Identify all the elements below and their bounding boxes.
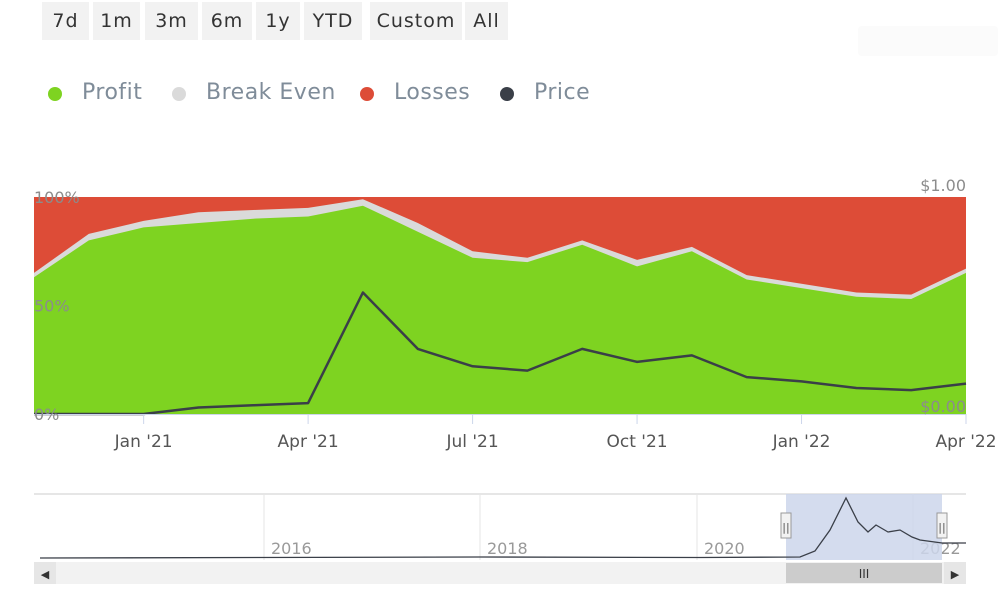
navigator-handle[interactable] <box>936 512 948 539</box>
navigator-handle-grip: || <box>782 521 789 534</box>
navigator-handle[interactable] <box>780 512 792 539</box>
legend-dot-profit <box>48 87 62 101</box>
x-tick-label: Jan '22 <box>772 432 831 452</box>
profit-area <box>34 205 966 414</box>
legend-dot-losses <box>360 87 374 101</box>
navigator-scrollbar-track[interactable] <box>34 562 966 584</box>
scroll-thumb-grip: III <box>859 567 870 581</box>
x-tick-label: Jan '21 <box>114 432 173 452</box>
range-button-ytd[interactable]: YTD <box>304 2 362 40</box>
range-button-3m[interactable]: 3m <box>145 2 198 40</box>
scroll-right-icon: ▶ <box>951 568 960 581</box>
export-menu-placeholder <box>858 26 998 56</box>
range-button-custom[interactable]: Custom <box>370 2 462 40</box>
y-left-tick-label: 0% <box>34 405 59 424</box>
scroll-right-button[interactable] <box>944 562 966 584</box>
legend-label-break-even: Break Even <box>206 80 336 105</box>
navigator-year-label: 2016 <box>271 539 312 558</box>
navigator-handle-grip: || <box>938 521 945 534</box>
range-button-all[interactable]: All <box>465 2 508 40</box>
range-button-7d[interactable]: 7d <box>42 2 89 40</box>
range-button-1y[interactable]: 1y <box>256 2 300 40</box>
legend-dot-break-even <box>172 87 186 101</box>
range-button-6m[interactable]: 6m <box>202 2 252 40</box>
legend-label-losses: Losses <box>394 80 471 105</box>
navigator-series-line <box>39 496 966 559</box>
y-right-tick-label: $0.00 <box>920 397 966 416</box>
navigator-year-label: 2020 <box>704 539 745 558</box>
legend-label-profit: Profit <box>82 80 143 105</box>
price-line <box>34 291 967 416</box>
x-tick-label: Oct '21 <box>607 432 668 452</box>
x-tick-label: Apr '21 <box>278 432 339 452</box>
navigator-selected-range[interactable] <box>786 494 942 560</box>
y-left-tick-label: 50% <box>34 297 70 316</box>
y-right-tick-label: $1.00 <box>920 176 966 195</box>
legend-dot-price <box>500 87 514 101</box>
range-button-1m[interactable]: 1m <box>93 2 140 40</box>
scroll-left-button[interactable] <box>34 562 56 584</box>
y-left-tick-label: 100% <box>34 188 80 207</box>
scroll-left-icon: ◀ <box>41 568 50 581</box>
x-tick-label: Apr '22 <box>935 432 996 452</box>
legend-label-price: Price <box>534 80 591 105</box>
navigator-year-label: 2018 <box>487 539 528 558</box>
x-tick-label: Jul '21 <box>445 432 498 452</box>
scroll-thumb[interactable] <box>786 563 942 583</box>
